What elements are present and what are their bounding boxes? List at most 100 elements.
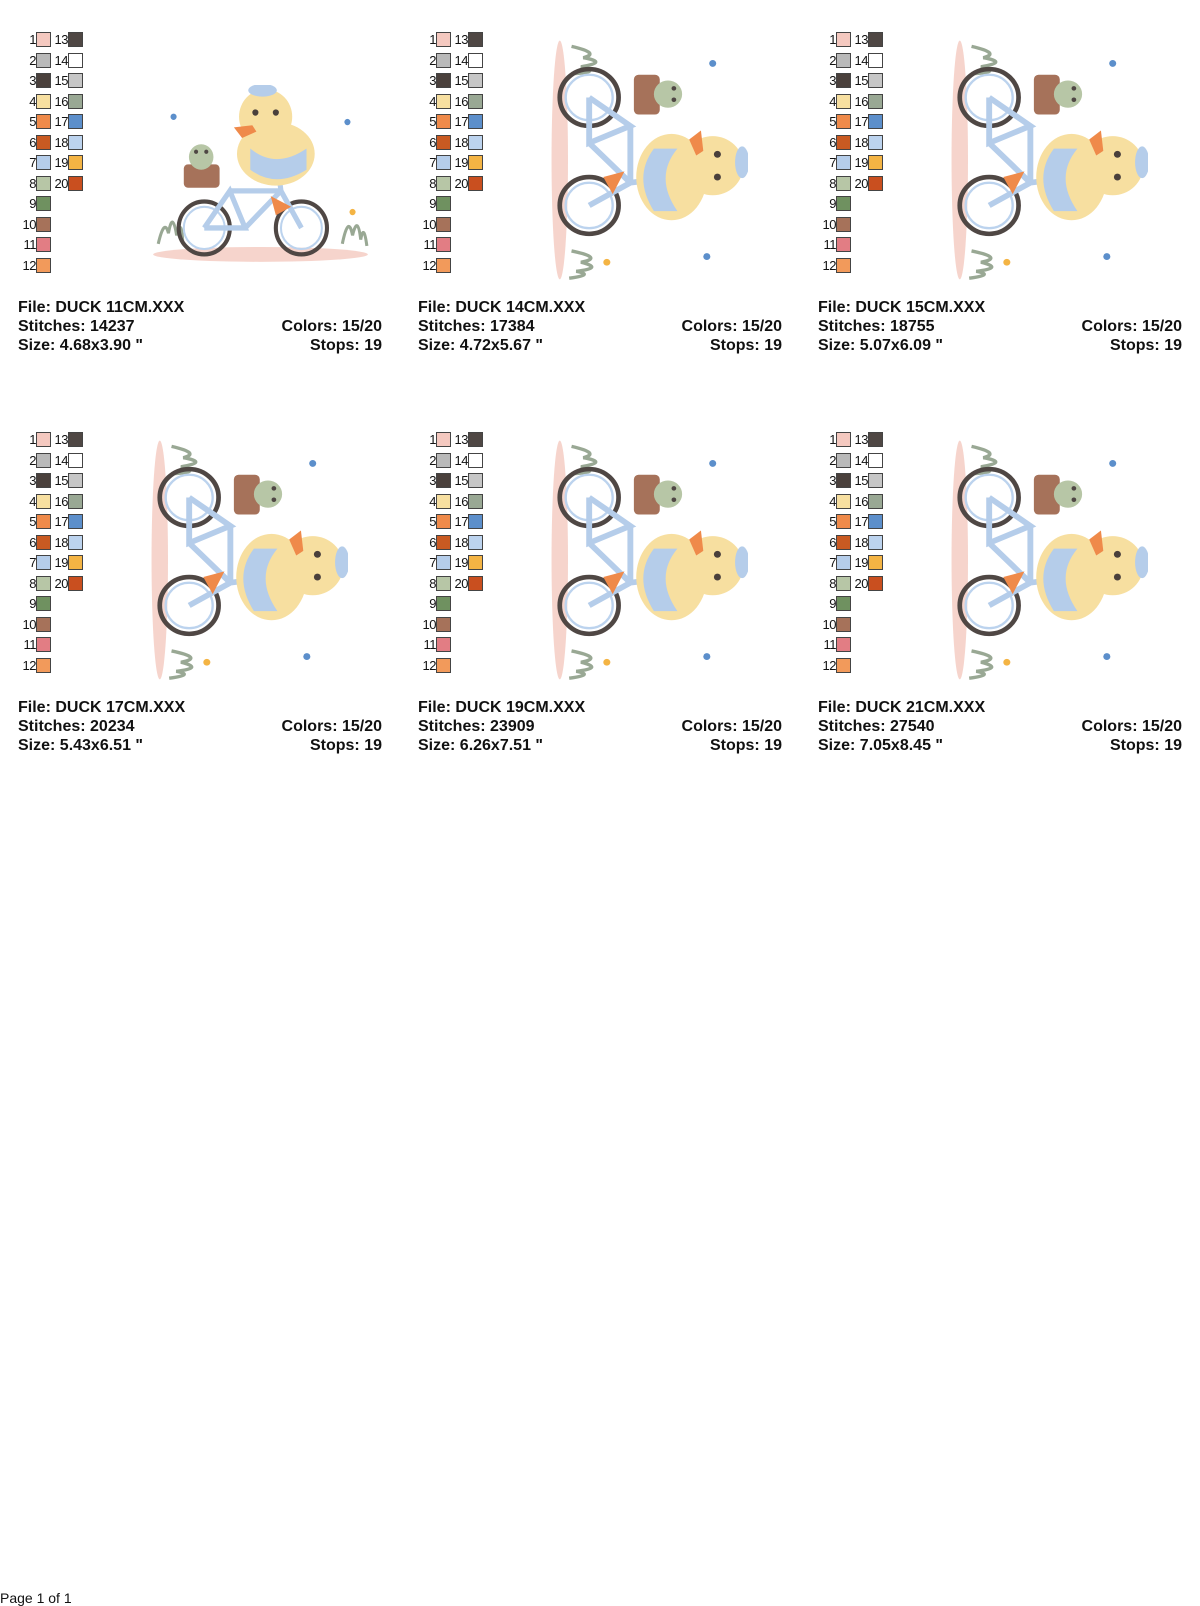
palette-entry: 12 xyxy=(418,256,528,276)
stop-count: Stops: 19 xyxy=(709,337,782,354)
color-palette: 1 2 3 4 5 6 7 8 9 10 11 12 13 14 15 16 17 18 19 20 xyxy=(818,30,928,280)
palette-number: 18 xyxy=(454,534,469,550)
color-swatch xyxy=(836,134,851,150)
palette-entry: 11 xyxy=(18,235,128,255)
palette-entry: 1 xyxy=(418,30,528,50)
palette-entry: 19 xyxy=(850,553,960,573)
palette-entry: 4 xyxy=(418,92,528,112)
palette-number: 7 xyxy=(829,555,836,570)
stitch-count: Stitches: 17384 xyxy=(418,318,535,335)
palette-entry: 3 xyxy=(18,71,128,91)
palette-number: 1 xyxy=(829,32,836,47)
palette-entry: 8 xyxy=(418,174,528,194)
palette-entry: 15 xyxy=(850,71,960,91)
palette-entry: 18 xyxy=(450,133,560,153)
palette-number: 17 xyxy=(54,114,69,129)
palette-entry: 16 xyxy=(850,492,960,512)
palette-number: 12 xyxy=(822,257,837,273)
palette-number: 12 xyxy=(822,657,837,673)
palette-number: 3 xyxy=(429,73,436,88)
file-name: File: DUCK 14CM.XXX xyxy=(418,299,586,316)
color-swatch xyxy=(436,514,451,529)
color-swatch xyxy=(836,432,851,447)
palette-entry: 18 xyxy=(50,133,160,153)
palette-entry: 18 xyxy=(50,533,160,553)
color-swatch xyxy=(68,493,83,509)
palette-entry: 18 xyxy=(450,533,560,553)
palette-entry: 1 xyxy=(418,430,528,450)
color-count: Colors: 15/20 xyxy=(681,718,782,735)
design-card: 1 2 3 4 5 6 7 8 9 10 11 12 13 14 15 16 17 18 19 20 File: DU… xyxy=(418,430,798,790)
design-card: 1 2 3 4 5 6 7 8 9 10 11 12 13 14 15 16 17 18 19 20 File: DU… xyxy=(18,430,398,790)
page-number: Page 1 of 1 xyxy=(0,1590,72,1606)
color-swatch xyxy=(36,175,51,191)
palette-number: 15 xyxy=(54,73,69,88)
palette-number: 7 xyxy=(29,555,36,570)
design-size: Size: 7.05x8.45 " xyxy=(818,737,943,754)
color-swatch xyxy=(836,493,851,509)
design-info: File: DUCK 15CM.XXX Stitches: 18755 Color… xyxy=(818,298,1182,355)
palette-number: 16 xyxy=(454,93,469,109)
design-size: Size: 4.68x3.90 " xyxy=(18,337,143,354)
palette-entry: 11 xyxy=(818,235,928,255)
stop-count: Stops: 19 xyxy=(1109,737,1182,754)
color-swatch xyxy=(36,52,51,68)
color-swatch xyxy=(836,534,851,550)
palette-number: 1 xyxy=(429,432,436,447)
palette-entry: 8 xyxy=(18,174,128,194)
palette-number: 13 xyxy=(54,432,69,447)
palette-entry: 8 xyxy=(418,574,528,594)
color-swatch xyxy=(36,93,51,109)
palette-number: 6 xyxy=(429,134,436,150)
palette-number: 2 xyxy=(29,452,36,468)
palette-number: 11 xyxy=(423,637,437,652)
color-swatch xyxy=(68,555,83,570)
color-swatch xyxy=(36,134,51,150)
design-info: File: DUCK 14CM.XXX Stitches: 17384 Color… xyxy=(418,298,782,355)
palette-entry: 11 xyxy=(818,635,928,655)
color-swatch xyxy=(436,52,451,68)
color-swatch xyxy=(868,555,883,570)
color-swatch xyxy=(468,473,483,488)
color-swatch xyxy=(36,534,51,550)
color-swatch xyxy=(68,114,83,129)
palette-number: 15 xyxy=(854,73,869,88)
palette-entry: 18 xyxy=(850,533,960,553)
stitch-count: Stitches: 14237 xyxy=(18,318,135,335)
color-swatch xyxy=(836,637,851,652)
palette-number: 17 xyxy=(854,514,869,529)
palette-number: 8 xyxy=(829,575,836,591)
palette-entry: 1 xyxy=(18,430,128,450)
embroidery-preview-image xyxy=(551,440,750,680)
palette-entry: 19 xyxy=(450,153,560,173)
palette-entry: 17 xyxy=(850,112,960,132)
color-swatch xyxy=(836,114,851,129)
design-preview xyxy=(148,435,350,690)
palette-number: 15 xyxy=(54,473,69,488)
design-card: 1 2 3 4 5 6 7 8 9 10 11 12 13 14 15 16 17 18 19 20 File: DU… xyxy=(418,30,798,390)
color-swatch xyxy=(868,473,883,488)
palette-number: 4 xyxy=(829,93,836,109)
palette-entry: 14 xyxy=(850,451,960,471)
color-swatch xyxy=(436,93,451,109)
palette-entry: 5 xyxy=(818,512,928,532)
palette-entry: 4 xyxy=(818,92,928,112)
palette-entry: 1 xyxy=(18,30,128,50)
design-size: Size: 4.72x5.67 " xyxy=(418,337,543,354)
palette-entry: 12 xyxy=(818,656,928,676)
palette-number: 6 xyxy=(429,534,436,550)
embroidery-preview-image xyxy=(153,83,369,262)
palette-entry: 5 xyxy=(18,512,128,532)
palette-entry: 9 xyxy=(18,594,128,614)
color-swatch xyxy=(36,196,51,211)
color-swatch xyxy=(836,452,851,468)
palette-number: 2 xyxy=(429,452,436,468)
palette-entry: 19 xyxy=(50,153,160,173)
color-swatch xyxy=(836,32,851,47)
palette-entry: 11 xyxy=(418,235,528,255)
palette-number: 15 xyxy=(454,73,469,88)
palette-entry: 14 xyxy=(450,51,560,71)
palette-number: 2 xyxy=(829,52,836,68)
design-info: File: DUCK 19CM.XXX Stitches: 23909 Color… xyxy=(418,698,782,755)
color-swatch xyxy=(36,257,51,273)
